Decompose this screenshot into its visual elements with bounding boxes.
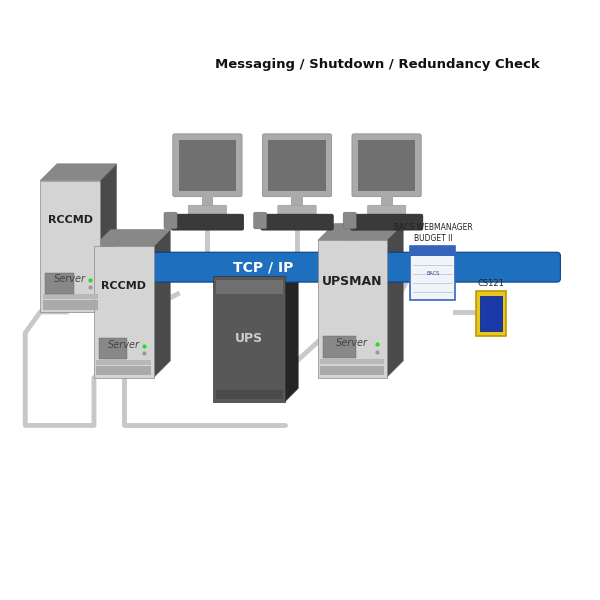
Text: RCCMD: RCCMD <box>47 215 92 225</box>
Polygon shape <box>100 164 116 312</box>
Text: BACS WEBMANAGER
BUDGET II: BACS WEBMANAGER BUDGET II <box>394 223 472 243</box>
FancyBboxPatch shape <box>480 296 502 331</box>
Text: Messaging / Shutdown / Redundancy Check: Messaging / Shutdown / Redundancy Check <box>215 58 540 71</box>
FancyBboxPatch shape <box>173 134 242 197</box>
Text: UPSMAN: UPSMAN <box>322 275 383 288</box>
FancyBboxPatch shape <box>350 214 423 230</box>
FancyBboxPatch shape <box>367 205 406 216</box>
FancyBboxPatch shape <box>45 272 74 293</box>
Text: BACS: BACS <box>427 271 439 275</box>
FancyBboxPatch shape <box>40 181 100 312</box>
Text: Server: Server <box>336 338 368 348</box>
Polygon shape <box>386 224 403 377</box>
Polygon shape <box>94 230 170 246</box>
FancyBboxPatch shape <box>214 276 285 401</box>
Polygon shape <box>214 263 298 276</box>
FancyBboxPatch shape <box>188 205 227 216</box>
FancyBboxPatch shape <box>410 246 455 300</box>
FancyBboxPatch shape <box>380 194 392 206</box>
FancyBboxPatch shape <box>179 140 236 191</box>
FancyBboxPatch shape <box>476 291 506 336</box>
FancyBboxPatch shape <box>320 359 384 364</box>
FancyBboxPatch shape <box>318 240 386 377</box>
FancyBboxPatch shape <box>97 359 151 365</box>
FancyBboxPatch shape <box>171 214 244 230</box>
Text: UPS: UPS <box>235 332 263 346</box>
FancyBboxPatch shape <box>358 140 415 191</box>
FancyBboxPatch shape <box>202 194 214 206</box>
Text: TCP / IP: TCP / IP <box>233 260 293 274</box>
Polygon shape <box>318 224 403 240</box>
FancyBboxPatch shape <box>320 365 384 375</box>
FancyBboxPatch shape <box>323 337 356 358</box>
FancyBboxPatch shape <box>43 294 98 299</box>
FancyBboxPatch shape <box>278 205 316 216</box>
Text: Server: Server <box>108 340 140 350</box>
Polygon shape <box>154 230 170 377</box>
FancyBboxPatch shape <box>164 212 177 229</box>
FancyBboxPatch shape <box>43 301 98 310</box>
FancyBboxPatch shape <box>268 140 326 191</box>
FancyBboxPatch shape <box>67 252 560 282</box>
FancyBboxPatch shape <box>97 366 151 375</box>
FancyBboxPatch shape <box>99 338 127 359</box>
Text: CS121: CS121 <box>478 279 505 288</box>
FancyBboxPatch shape <box>216 390 283 398</box>
FancyBboxPatch shape <box>261 214 333 230</box>
FancyBboxPatch shape <box>262 134 332 197</box>
FancyBboxPatch shape <box>216 280 283 293</box>
Polygon shape <box>40 164 116 181</box>
FancyBboxPatch shape <box>254 212 267 229</box>
Text: Server: Server <box>54 274 86 284</box>
FancyBboxPatch shape <box>343 212 356 229</box>
FancyBboxPatch shape <box>352 134 421 197</box>
FancyBboxPatch shape <box>410 246 455 256</box>
FancyBboxPatch shape <box>291 194 303 206</box>
FancyBboxPatch shape <box>94 246 154 377</box>
Polygon shape <box>285 263 298 401</box>
Text: RCCMD: RCCMD <box>101 281 146 290</box>
